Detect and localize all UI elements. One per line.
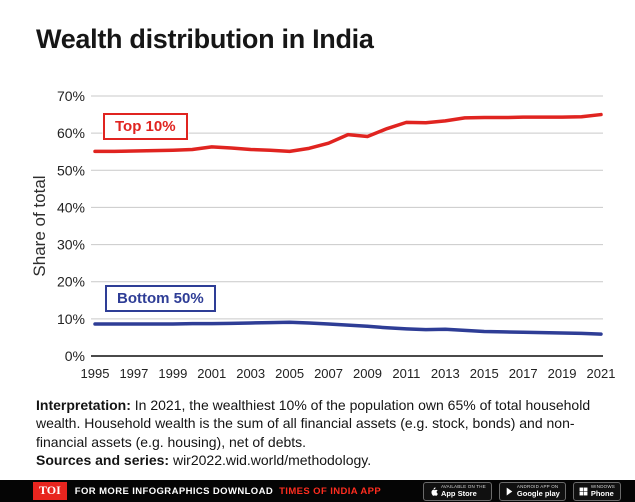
sources-paragraph: Sources and series: wir2022.wid.world/me…	[36, 451, 614, 469]
google-play-badge[interactable]: Android app on Google play	[498, 481, 566, 501]
google-play-badge-bottom: Google play	[516, 488, 560, 498]
y-tick-label: 10%	[57, 311, 85, 327]
interpretation-text: In 2021, the wealthiest 10% of the popul…	[36, 397, 591, 450]
y-tick-label: 50%	[57, 162, 85, 178]
x-tick-label: 2017	[509, 366, 538, 381]
toi-logo[interactable]: TOI	[33, 482, 67, 500]
y-tick-label: 70%	[57, 88, 85, 104]
y-tick-label: 20%	[57, 274, 85, 290]
wealth-distribution-chart: Share of total 0% 10% 20% 30% 40% 50% 60% 70% 19…	[0, 80, 635, 385]
x-tick-label: 2019	[548, 366, 577, 381]
x-tick-label: 2011	[392, 366, 420, 381]
app-store-badge[interactable]: Available on the App Store	[422, 481, 492, 501]
sources-label: Sources and series:	[36, 452, 170, 469]
app-store-badge-top: Available on the	[440, 484, 486, 489]
store-badges: Available on the App Store Android app o…	[422, 481, 621, 501]
series-label-bottom-50: Bottom 50%	[105, 285, 216, 312]
windows-icon	[579, 487, 588, 496]
interpretation-label: Interpretation:	[36, 397, 131, 413]
x-tick-label: 2009	[353, 366, 382, 381]
page-title: Wealth distribution in India	[36, 24, 374, 54]
interpretation-paragraph: Interpretation: In 2021, the wealthiest …	[36, 396, 614, 451]
x-tick-label: 2015	[470, 366, 499, 381]
x-tick-label: 2005	[275, 366, 304, 381]
series-line-top-10-	[93, 112, 603, 154]
footer-text-white: FOR MORE INFOGRAPHICS DOWNLOAD	[74, 485, 274, 497]
x-tick-label: 1995	[81, 366, 110, 381]
x-tick-label: 1997	[119, 366, 148, 381]
x-tick-label: 2001	[197, 366, 226, 381]
x-tick-label: 2003	[236, 366, 265, 381]
google-play-badge-top: Android app on	[516, 484, 559, 489]
interpretation-block: Interpretation: In 2021, the wealthiest …	[36, 396, 614, 470]
apple-icon	[429, 486, 438, 496]
footer-bar: TOI FOR MORE INFOGRAPHICS DOWNLOAD TIMES…	[0, 480, 635, 502]
line-chart-canvas: 0% 10% 20% 30% 40% 50% 60% 70% 1995 1997 1999 2001 2…	[57, 88, 616, 381]
windows-phone-badge-bottom: Phone	[590, 488, 614, 498]
play-icon	[505, 487, 514, 496]
x-tick-label: 2007	[314, 366, 343, 381]
y-tick-label: 0%	[65, 348, 85, 364]
y-tick-label: 40%	[57, 199, 85, 215]
footer-text-red: TIMES OF INDIA APP	[279, 485, 382, 497]
x-tick-label: 2021	[587, 366, 616, 381]
y-axis-title: Share of total	[30, 175, 49, 277]
x-tick-label: 1999	[158, 366, 187, 381]
app-store-badge-bottom: App Store	[440, 488, 477, 498]
x-tick-label: 2013	[431, 366, 460, 381]
windows-phone-badge-top: Windows	[590, 484, 615, 489]
series-label-top-10: Top 10%	[103, 113, 188, 140]
y-tick-label: 60%	[57, 125, 85, 141]
sources-text: wir2022.wid.world/methodology.	[169, 452, 372, 469]
y-tick-label: 30%	[57, 237, 85, 253]
windows-phone-badge[interactable]: Windows Phone	[572, 481, 621, 501]
series-line-bottom-50-	[93, 320, 603, 336]
